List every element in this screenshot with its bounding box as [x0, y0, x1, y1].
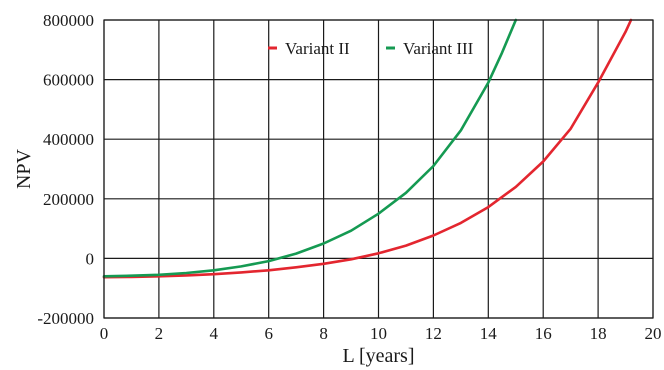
x-tick-label: 14 — [480, 324, 498, 343]
legend-label: Variant II — [285, 39, 350, 58]
series-line-1 — [102, 18, 633, 279]
x-tick-label: 10 — [370, 324, 387, 343]
x-tick-label: 20 — [645, 324, 662, 343]
x-tick-label: 4 — [210, 324, 219, 343]
x-tick-label: 6 — [264, 324, 273, 343]
y-tick-label: 200000 — [43, 190, 94, 209]
x-tick-label: 16 — [535, 324, 552, 343]
y-axis-label: NPV — [13, 148, 35, 189]
y-tick-label: 400000 — [43, 130, 94, 149]
series-line-2 — [102, 18, 518, 278]
y-tick-labels: -200000 0 200000 400000 600000 800000 — [37, 11, 94, 328]
plot-frame — [103, 19, 654, 319]
series-group — [102, 18, 633, 279]
x-tick-label: 2 — [155, 324, 164, 343]
x-tick-label: 8 — [319, 324, 328, 343]
x-axis-label: L [years] — [343, 345, 415, 367]
y-tick-label: 0 — [86, 249, 95, 268]
y-tick-label: -200000 — [37, 309, 94, 328]
legend-label: Variant III — [403, 39, 474, 58]
y-tick-label: 800000 — [43, 11, 94, 30]
x-tick-label: 12 — [425, 324, 442, 343]
x-tick-label: 18 — [590, 324, 607, 343]
x-tick-labels: 0 2 4 6 8 10 12 14 16 18 20 — [100, 324, 662, 343]
y-tick-label: 600000 — [43, 71, 94, 90]
legend: Variant II Variant III — [268, 39, 474, 58]
x-tick-label: 0 — [100, 324, 109, 343]
